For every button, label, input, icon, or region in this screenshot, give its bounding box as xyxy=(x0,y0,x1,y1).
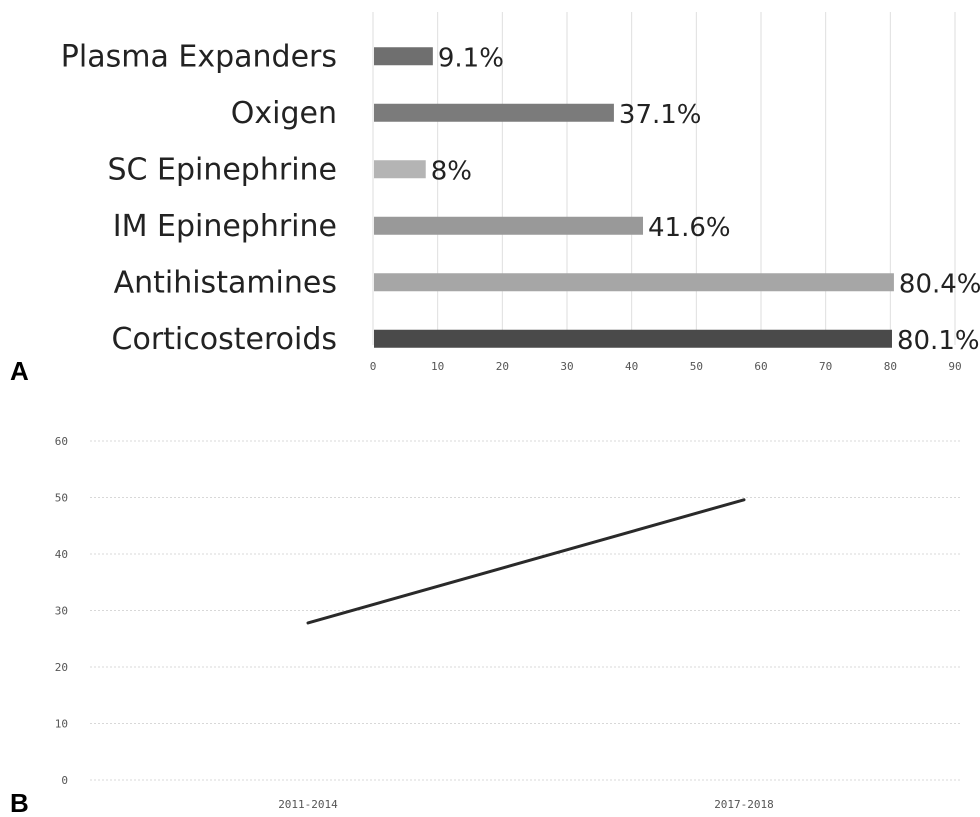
panel-a-bar xyxy=(374,103,614,122)
panel-a-category-label: SC Epinephrine xyxy=(107,152,337,187)
panel-a-x-tick-label: 70 xyxy=(819,360,832,373)
panel-a-category-label: Plasma Expanders xyxy=(61,39,337,74)
panel-b-y-tick-label: 10 xyxy=(55,718,68,731)
panel-a-x-tick-labels: 0 10 20 30 40 50 60 70 80 90 xyxy=(370,360,962,373)
panel-b-y-tick-label: 30 xyxy=(55,605,68,618)
panel-a-bar xyxy=(374,216,644,235)
panel-a-value-labels: 9.1% 37.1% 8% 41.6% 80.4% 80.1% xyxy=(431,43,980,356)
panel-a-bar-chart: Plasma Expanders Oxigen SC Epinephrine IM E… xyxy=(10,12,980,386)
panel-a-value-label: 8% xyxy=(431,156,472,186)
panel-a-x-tick-label: 10 xyxy=(431,360,444,373)
panel-b-y-tick-label: 50 xyxy=(55,492,68,505)
panel-a-category-label: Oxigen xyxy=(231,96,337,131)
panel-b-series xyxy=(306,498,746,625)
panel-a-bars xyxy=(374,47,894,348)
panel-a-bar xyxy=(374,273,894,292)
panel-a-category-label: Corticosteroids xyxy=(112,322,337,357)
panel-b-y-tick-label: 20 xyxy=(55,661,68,674)
panel-a-value-label: 41.6% xyxy=(648,213,731,243)
panel-b-x-category-label: 2017-2018 xyxy=(714,798,774,811)
panel-b-x-category-label: 2011-2014 xyxy=(278,798,338,811)
panel-a-x-tick-label: 50 xyxy=(690,360,703,373)
panel-a-value-label: 80.1% xyxy=(897,326,980,356)
panel-a-x-tick-label: 0 xyxy=(370,360,377,373)
panel-a-value-label: 9.1% xyxy=(438,43,504,73)
panel-a-x-tick-label: 30 xyxy=(560,360,573,373)
panel-b-y-tick-label: 0 xyxy=(61,774,68,787)
panel-b-series-line xyxy=(306,498,746,625)
panel-b-gridlines xyxy=(90,440,962,781)
panel-a-x-tick-label: 80 xyxy=(884,360,897,373)
panel-a-x-tick-label: 60 xyxy=(754,360,767,373)
panel-b-y-tick-label: 60 xyxy=(55,435,68,448)
panel-a-gridlines xyxy=(372,12,956,345)
panel-a-bar xyxy=(374,47,433,66)
panel-a-bar xyxy=(374,329,892,348)
panel-b-y-tick-labels: 0 10 20 30 40 50 60 xyxy=(55,435,68,787)
panel-a-x-tick-label: 90 xyxy=(948,360,961,373)
panel-b-x-category-labels: 2011-2014 2017-2018 xyxy=(278,798,774,811)
panel-a-category-labels: Plasma Expanders Oxigen SC Epinephrine IM E… xyxy=(61,39,337,357)
panel-a-category-label: Antihistamines xyxy=(114,265,337,300)
panel-a-bar xyxy=(374,160,426,179)
panel-a-x-tick-label: 20 xyxy=(496,360,509,373)
panel-b-label: B xyxy=(10,788,29,817)
panel-a-value-label: 37.1% xyxy=(619,100,702,130)
panel-a-value-label: 80.4% xyxy=(899,269,980,299)
panel-b-y-tick-label: 40 xyxy=(55,548,68,561)
panel-a-category-label: IM Epinephrine xyxy=(113,209,337,244)
panel-b-line-chart: 0 10 20 30 40 50 60 2011-2014 2017-2018 B xyxy=(10,435,962,817)
panel-a-x-tick-label: 40 xyxy=(625,360,638,373)
panel-a-label: A xyxy=(10,356,29,386)
